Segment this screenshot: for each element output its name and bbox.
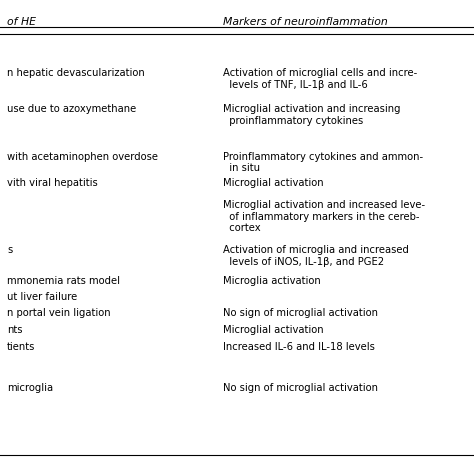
Text: Microglia activation: Microglia activation [223, 276, 320, 286]
Text: microglia: microglia [7, 383, 53, 392]
Text: n hepatic devascularization: n hepatic devascularization [7, 68, 145, 78]
Text: tients: tients [7, 342, 36, 352]
Text: Microglial activation: Microglial activation [223, 178, 323, 188]
Text: Increased IL-6 and IL-18 levels: Increased IL-6 and IL-18 levels [223, 342, 374, 352]
Text: Activation of microglial cells and incre-
  levels of TNF, IL-1β and IL-6: Activation of microglial cells and incre… [223, 68, 417, 90]
Text: Microglial activation and increasing
  proinflammatory cytokines: Microglial activation and increasing pro… [223, 104, 400, 126]
Text: No sign of microglial activation: No sign of microglial activation [223, 383, 378, 392]
Text: Activation of microglia and increased
  levels of iNOS, IL-1β, and PGE2: Activation of microglia and increased le… [223, 245, 409, 267]
Text: Microglial activation and increased leve-
  of inflammatory markers in the cereb: Microglial activation and increased leve… [223, 200, 425, 233]
Text: Proinflammatory cytokines and ammon-
  in situ: Proinflammatory cytokines and ammon- in … [223, 152, 423, 173]
Text: use due to azoxymethane: use due to azoxymethane [7, 104, 137, 114]
Text: s: s [7, 245, 12, 255]
Text: mmonemia rats model: mmonemia rats model [7, 276, 120, 286]
Text: n portal vein ligation: n portal vein ligation [7, 308, 111, 318]
Text: Markers of neuroinflammation: Markers of neuroinflammation [223, 17, 388, 27]
Text: with acetaminophen overdose: with acetaminophen overdose [7, 152, 158, 162]
Text: No sign of microglial activation: No sign of microglial activation [223, 308, 378, 318]
Text: Microglial activation: Microglial activation [223, 325, 323, 335]
Text: vith viral hepatitis: vith viral hepatitis [7, 178, 98, 188]
Text: ut liver failure: ut liver failure [7, 292, 77, 301]
Text: of HE: of HE [7, 17, 36, 27]
Text: nts: nts [7, 325, 23, 335]
